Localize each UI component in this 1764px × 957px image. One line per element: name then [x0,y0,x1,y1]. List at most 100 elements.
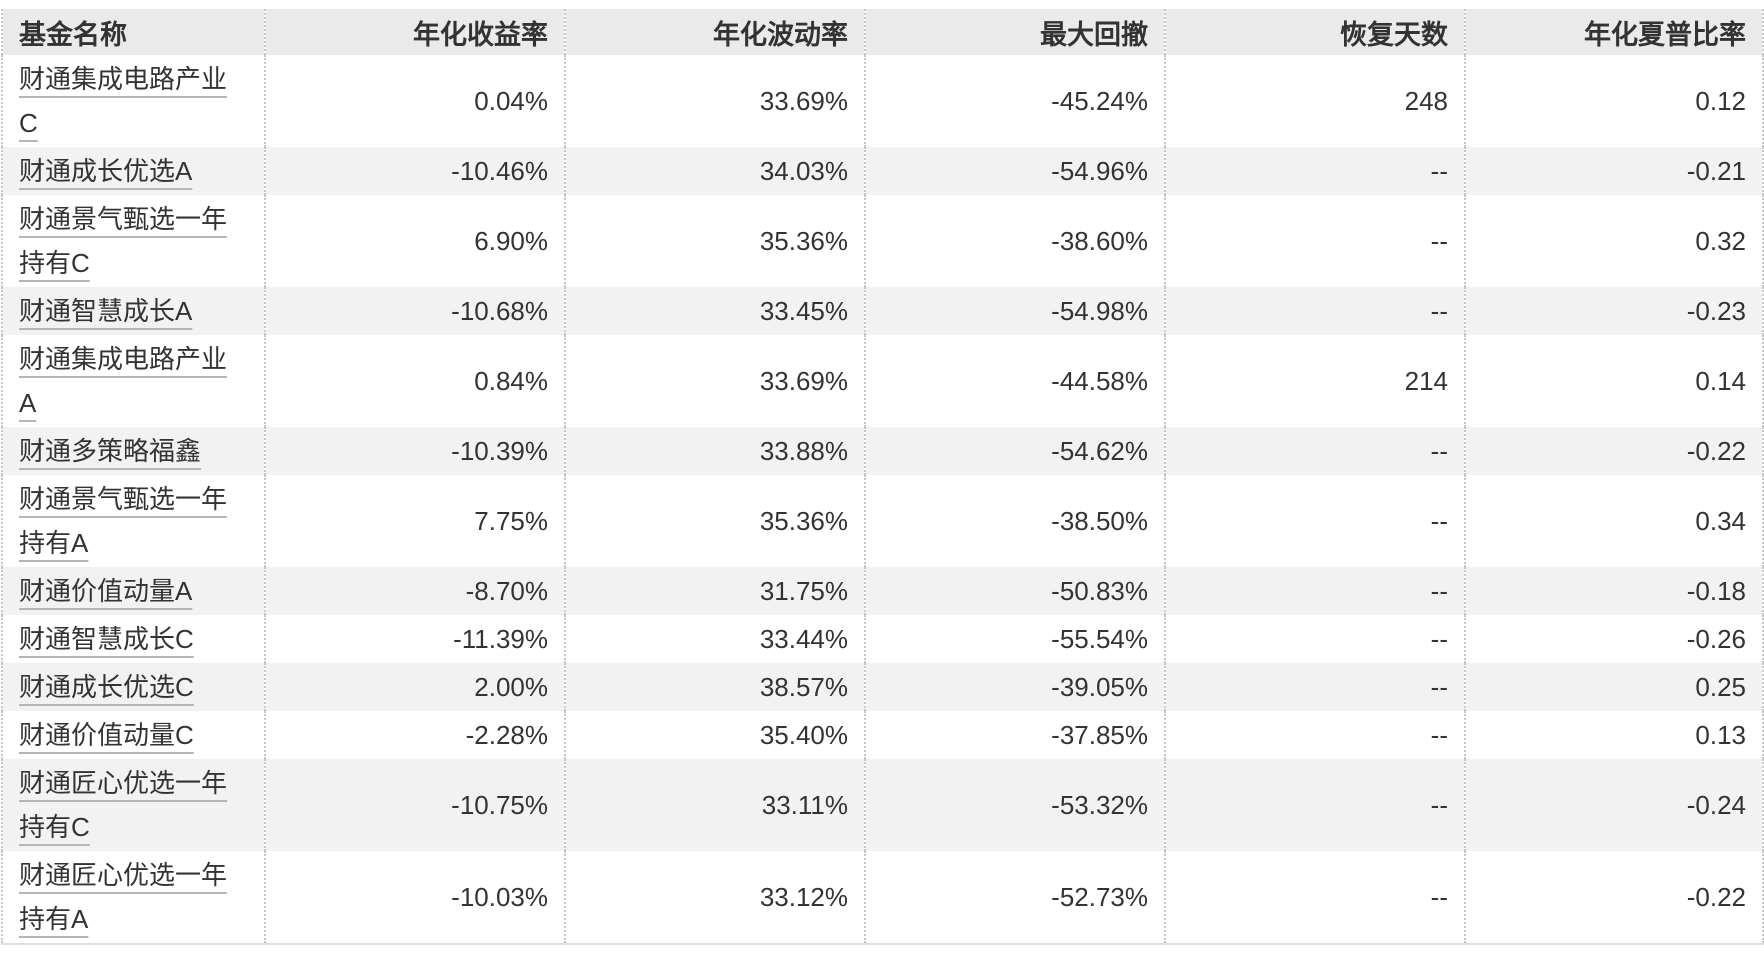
annual-volatility-cell: 33.69% [565,55,866,147]
fund-name-link[interactable]: 财通景气甄选一年持有C [19,204,228,278]
max-drawdown-cell: -45.24% [865,55,1166,147]
table-row: 财通成长优选C 2.00% 38.57% -39.05% -- 0.25 [2,663,1764,711]
recovery-days-cell: -- [1165,427,1466,475]
annual-sharpe-cell: -0.23 [1465,287,1764,335]
fund-name-cell: 财通智慧成长A [2,287,266,335]
fund-name-cell: 财通景气甄选一年持有C [2,195,266,287]
annual-return-cell: -10.03% [265,851,566,944]
table-row: 财通智慧成长A -10.68% 33.45% -54.98% -- -0.23 [2,287,1764,335]
max-drawdown-cell: -54.62% [865,427,1166,475]
fund-name-link[interactable]: 财通景气甄选一年持有A [19,484,228,558]
table-row: 财通景气甄选一年持有A 7.75% 35.36% -38.50% -- 0.34 [2,475,1764,567]
annual-return-cell: 6.90% [265,195,566,287]
column-header-annual-volatility: 年化波动率 [565,9,866,55]
fund-name-link[interactable]: 财通匠心优选一年持有A [19,860,228,934]
max-drawdown-cell: -38.50% [865,475,1166,567]
fund-name-link[interactable]: 财通匠心优选一年持有C [19,768,228,842]
annual-volatility-cell: 35.36% [565,195,866,287]
fund-name-cell: 财通成长优选C [2,663,266,711]
fund-name-link[interactable]: 财通价值动量A [19,576,193,606]
column-header-recovery-days: 恢复天数 [1165,9,1466,55]
table-row: 财通多策略福鑫 -10.39% 33.88% -54.62% -- -0.22 [2,427,1764,475]
table-row: 财通匠心优选一年持有A -10.03% 33.12% -52.73% -- -0.22 [2,851,1764,944]
annual-return-cell: -10.39% [265,427,566,475]
max-drawdown-cell: -38.60% [865,195,1166,287]
fund-name-cell: 财通匠心优选一年持有C [2,759,266,851]
max-drawdown-cell: -55.54% [865,615,1166,663]
fund-name-link[interactable]: 财通集成电路产业A [19,344,228,418]
annual-sharpe-cell: -0.26 [1465,615,1764,663]
recovery-days-cell: -- [1165,615,1466,663]
max-drawdown-cell: -39.05% [865,663,1166,711]
annual-sharpe-cell: 0.32 [1465,195,1764,287]
table-row: 财通匠心优选一年持有C -10.75% 33.11% -53.32% -- -0.24 [2,759,1764,851]
fund-name-cell: 财通多策略福鑫 [2,427,266,475]
fund-name-link[interactable]: 财通智慧成长A [19,296,193,326]
annual-return-cell: -10.75% [265,759,566,851]
recovery-days-cell: -- [1165,663,1466,711]
max-drawdown-cell: -52.73% [865,851,1166,944]
annual-volatility-cell: 33.69% [565,335,866,427]
annual-sharpe-cell: 0.34 [1465,475,1764,567]
recovery-days-cell: 214 [1165,335,1466,427]
annual-sharpe-cell: 0.14 [1465,335,1764,427]
fund-name-link[interactable]: 财通智慧成长C [19,624,194,654]
fund-name-cell: 财通集成电路产业A [2,335,266,427]
table-row: 财通智慧成长C -11.39% 33.44% -55.54% -- -0.26 [2,615,1764,663]
max-drawdown-cell: -53.32% [865,759,1166,851]
annual-return-cell: 0.84% [265,335,566,427]
fund-name-link[interactable]: 财通价值动量C [19,720,194,750]
max-drawdown-cell: -54.98% [865,287,1166,335]
annual-volatility-cell: 33.44% [565,615,866,663]
column-header-annual-return: 年化收益率 [265,9,566,55]
annual-volatility-cell: 33.11% [565,759,866,851]
fund-name-link[interactable]: 财通成长优选A [19,156,193,186]
annual-return-cell: 2.00% [265,663,566,711]
annual-volatility-cell: 35.36% [565,475,866,567]
fund-name-cell: 财通价值动量A [2,567,266,615]
annual-sharpe-cell: -0.22 [1465,427,1764,475]
annual-volatility-cell: 33.88% [565,427,866,475]
annual-sharpe-cell: 0.12 [1465,55,1764,147]
column-header-annual-sharpe: 年化夏普比率 [1465,9,1764,55]
annual-return-cell: -10.68% [265,287,566,335]
header-row: 基金名称 年化收益率 年化波动率 最大回撤 恢复天数 年化夏普比率 [2,9,1764,55]
recovery-days-cell: -- [1165,711,1466,759]
annual-return-cell: -10.46% [265,147,566,195]
table-row: 财通集成电路产业C 0.04% 33.69% -45.24% 248 0.12 [2,55,1764,147]
max-drawdown-cell: -44.58% [865,335,1166,427]
annual-sharpe-cell: 0.13 [1465,711,1764,759]
annual-return-cell: -8.70% [265,567,566,615]
max-drawdown-cell: -50.83% [865,567,1166,615]
column-header-max-drawdown: 最大回撤 [865,9,1166,55]
fund-name-link[interactable]: 财通成长优选C [19,672,194,702]
annual-return-cell: 7.75% [265,475,566,567]
fund-name-cell: 财通匠心优选一年持有A [2,851,266,944]
recovery-days-cell: -- [1165,195,1466,287]
recovery-days-cell: -- [1165,567,1466,615]
recovery-days-cell: -- [1165,759,1466,851]
annual-volatility-cell: 35.40% [565,711,866,759]
max-drawdown-cell: -54.96% [865,147,1166,195]
column-header-fund-name: 基金名称 [2,9,266,55]
annual-volatility-cell: 31.75% [565,567,866,615]
recovery-days-cell: -- [1165,147,1466,195]
table-row: 财通价值动量C -2.28% 35.40% -37.85% -- 0.13 [2,711,1764,759]
table-header: 基金名称 年化收益率 年化波动率 最大回撤 恢复天数 年化夏普比率 [2,9,1764,55]
annual-return-cell: -2.28% [265,711,566,759]
annual-volatility-cell: 33.12% [565,851,866,944]
table-body: 财通集成电路产业C 0.04% 33.69% -45.24% 248 0.12 财通成长优选… [2,55,1764,944]
annual-sharpe-cell: 0.25 [1465,663,1764,711]
max-drawdown-cell: -37.85% [865,711,1166,759]
annual-volatility-cell: 34.03% [565,147,866,195]
recovery-days-cell: -- [1165,851,1466,944]
fund-name-link[interactable]: 财通多策略福鑫 [19,436,202,466]
annual-sharpe-cell: -0.24 [1465,759,1764,851]
annual-return-cell: 0.04% [265,55,566,147]
recovery-days-cell: 248 [1165,55,1466,147]
table-row: 财通景气甄选一年持有C 6.90% 35.36% -38.60% -- 0.32 [2,195,1764,287]
fund-name-link[interactable]: 财通集成电路产业C [19,64,228,138]
annual-volatility-cell: 38.57% [565,663,866,711]
fund-name-cell: 财通景气甄选一年持有A [2,475,266,567]
fund-name-cell: 财通成长优选A [2,147,266,195]
